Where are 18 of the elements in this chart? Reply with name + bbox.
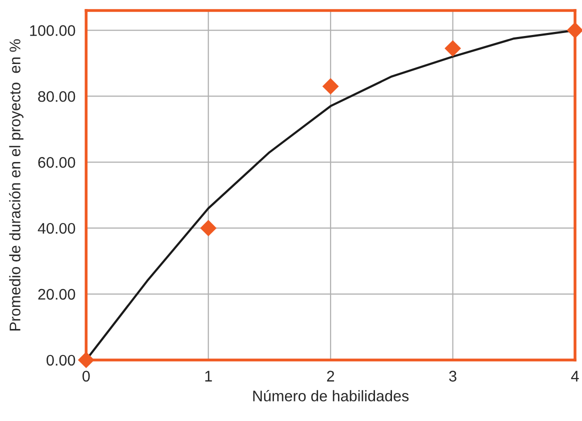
- x-tick-label: 3: [449, 370, 456, 382]
- point: [444, 40, 462, 57]
- x-tick-label: 4: [571, 370, 579, 382]
- point: [566, 22, 582, 39]
- x-axis-title: Número de habilidades: [253, 390, 409, 402]
- y-tick-label: 0.00: [46, 354, 76, 366]
- y-tick-label: 60.00: [38, 157, 76, 168]
- y-tick-label: 100.00: [30, 25, 76, 36]
- y-tick-label: 80.00: [38, 91, 76, 102]
- point: [78, 352, 94, 368]
- y-tick-label: 20.00: [38, 288, 76, 300]
- x-tick-label: 2: [327, 370, 334, 382]
- point: [322, 78, 339, 95]
- x-tick-label: 0: [82, 370, 90, 382]
- point: [200, 220, 217, 236]
- x-tick-label: 1: [205, 370, 212, 382]
- y-tick-label: 40.00: [38, 222, 76, 234]
- y-axis-title: Promedio de duración en el proyecto en %: [9, 39, 24, 330]
